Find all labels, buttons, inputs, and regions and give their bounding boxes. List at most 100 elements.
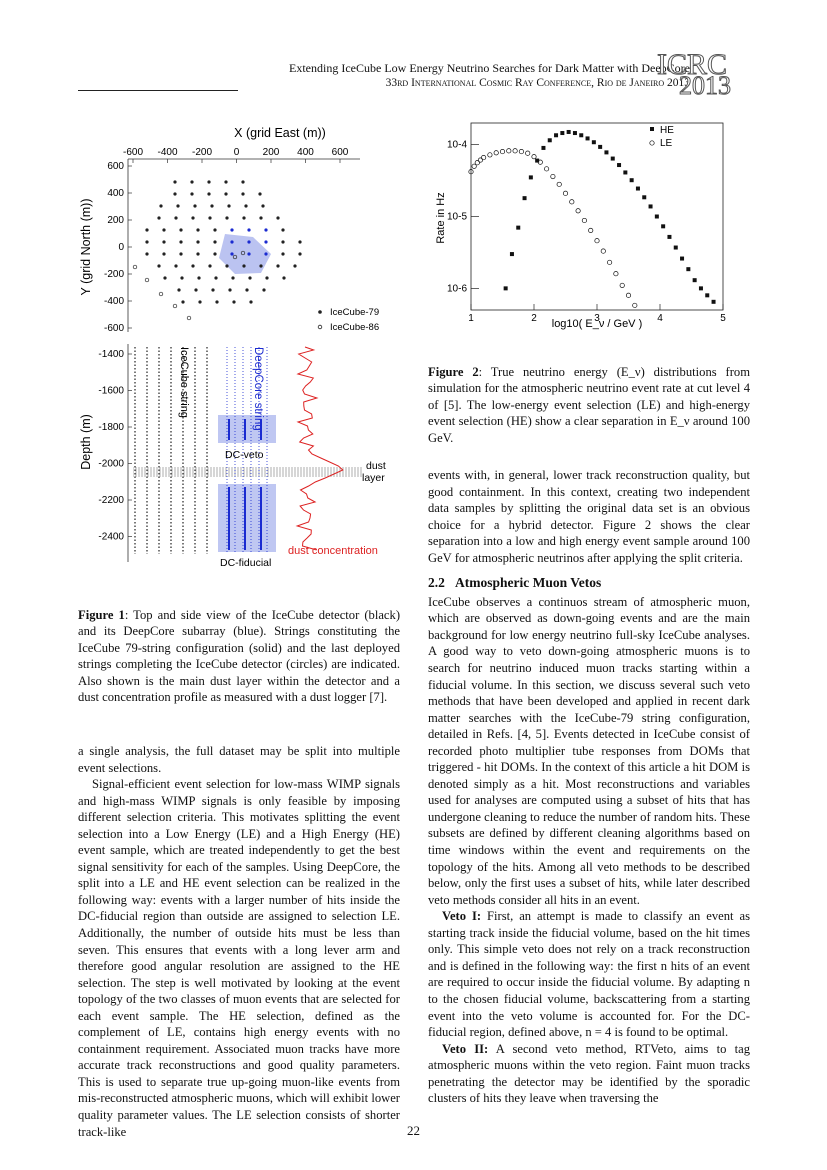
string-dot [174, 264, 178, 268]
he-point [705, 293, 710, 298]
string-dot [177, 288, 181, 292]
string-dot [281, 240, 285, 244]
he-point [541, 145, 546, 150]
section-heading: 2.2 Atmospheric Muon Vetos [428, 575, 750, 592]
label-dust-concentration: dust concentration [288, 545, 378, 557]
string-dot [197, 276, 201, 280]
page-number: 22 [407, 1123, 420, 1138]
string-circle [144, 277, 150, 283]
chart-x-label: log10( E_ν / GeV ) [552, 318, 643, 330]
string-circle [158, 291, 164, 297]
string-dot [265, 276, 269, 280]
fig1-depth-label: Depth (m) [79, 414, 93, 470]
fig1-y-tick: 200 [107, 215, 124, 226]
fig1-y-tick: -400 [104, 296, 124, 307]
dc-fiducial-region [218, 484, 276, 552]
string-dot [224, 192, 228, 196]
veto2-text: A second veto method, RTVeto, aims to ta… [428, 1041, 750, 1106]
section-title: Atmospheric Muon Vetos [455, 575, 602, 591]
he-point [528, 175, 533, 180]
le-point [575, 208, 581, 214]
he-point [617, 163, 622, 168]
he-point [680, 256, 685, 261]
right-paragraph-2: IceCube observes a continuos stream of a… [428, 594, 750, 907]
string-dot [245, 288, 249, 292]
le-point [518, 149, 524, 155]
he-point [522, 196, 527, 201]
string-dot [247, 228, 251, 232]
string-dot [247, 240, 251, 244]
string-dot [298, 240, 302, 244]
le-point [588, 227, 594, 233]
chart-y-tick: 10-5 [447, 212, 467, 223]
he-point [503, 286, 508, 291]
string-dot [210, 204, 214, 208]
fig1-depth-tick: -2200 [98, 495, 124, 506]
string-dot [248, 276, 252, 280]
he-point [516, 225, 521, 230]
he-point [547, 138, 552, 143]
le-point [474, 160, 480, 166]
string-dot [193, 204, 197, 208]
string-circle [232, 254, 238, 260]
label-dc-veto: DC-veto [225, 449, 264, 461]
le-point [487, 152, 493, 158]
le-point [556, 181, 562, 187]
string-dot [224, 180, 228, 184]
string-circle [186, 315, 192, 321]
he-point [673, 245, 678, 250]
fig1-x-tick: 0 [234, 147, 240, 158]
string-dot [190, 180, 194, 184]
string-dot [181, 300, 185, 304]
label-dc-fiducial: DC-fiducial [220, 557, 271, 569]
string-dot [145, 228, 149, 232]
le-point [569, 199, 575, 205]
string-dot [211, 288, 215, 292]
chart-y-tick: 10-6 [447, 283, 467, 294]
string-dot [190, 192, 194, 196]
fig1-x-tick: -400 [157, 147, 177, 158]
string-dot [281, 252, 285, 256]
string-dot [225, 264, 229, 268]
section-number: 2.2 [428, 575, 445, 591]
le-point [544, 166, 550, 172]
string-dot [227, 204, 231, 208]
fig1-y-tick: -600 [104, 323, 124, 334]
string-dot [241, 180, 245, 184]
he-point [566, 129, 571, 134]
legend-icecube-79: IceCube-79 [330, 307, 379, 318]
he-point [579, 133, 584, 138]
veto2-paragraph: Veto II: A second veto method, RTVeto, a… [428, 1041, 750, 1107]
le-point [607, 259, 613, 265]
le-point [619, 282, 625, 288]
string-dot [207, 192, 211, 196]
string-dot [262, 288, 266, 292]
he-point [635, 186, 640, 191]
le-point [493, 150, 499, 156]
le-point [477, 157, 484, 163]
string-dot [293, 264, 297, 268]
string-dot [208, 264, 212, 268]
string-dot [191, 264, 195, 268]
string-dot [264, 252, 268, 256]
left-paragraph-1: a single analysis, the full dataset may … [78, 744, 400, 775]
fig1-x-tick: 200 [263, 147, 280, 158]
string-dot [196, 228, 200, 232]
string-dot [191, 216, 195, 220]
string-dot [159, 204, 163, 208]
he-point [610, 156, 615, 161]
le-point [525, 150, 531, 156]
fig2-caption-text: : True neutrino energy (E_ν) distributio… [428, 364, 751, 445]
string-dot [145, 252, 149, 256]
fig2-caption-label: Figure 2 [428, 364, 479, 379]
he-point [667, 234, 672, 239]
string-dot [162, 252, 166, 256]
left-paragraph-2: Signal-efficient event selection for low… [78, 777, 400, 1139]
string-dot [194, 288, 198, 292]
string-dot [242, 216, 246, 220]
chart-x-tick: 2 [531, 313, 537, 324]
string-dot [163, 276, 167, 280]
string-dot [157, 216, 161, 220]
string-circle [172, 303, 178, 309]
le-point [600, 248, 606, 254]
